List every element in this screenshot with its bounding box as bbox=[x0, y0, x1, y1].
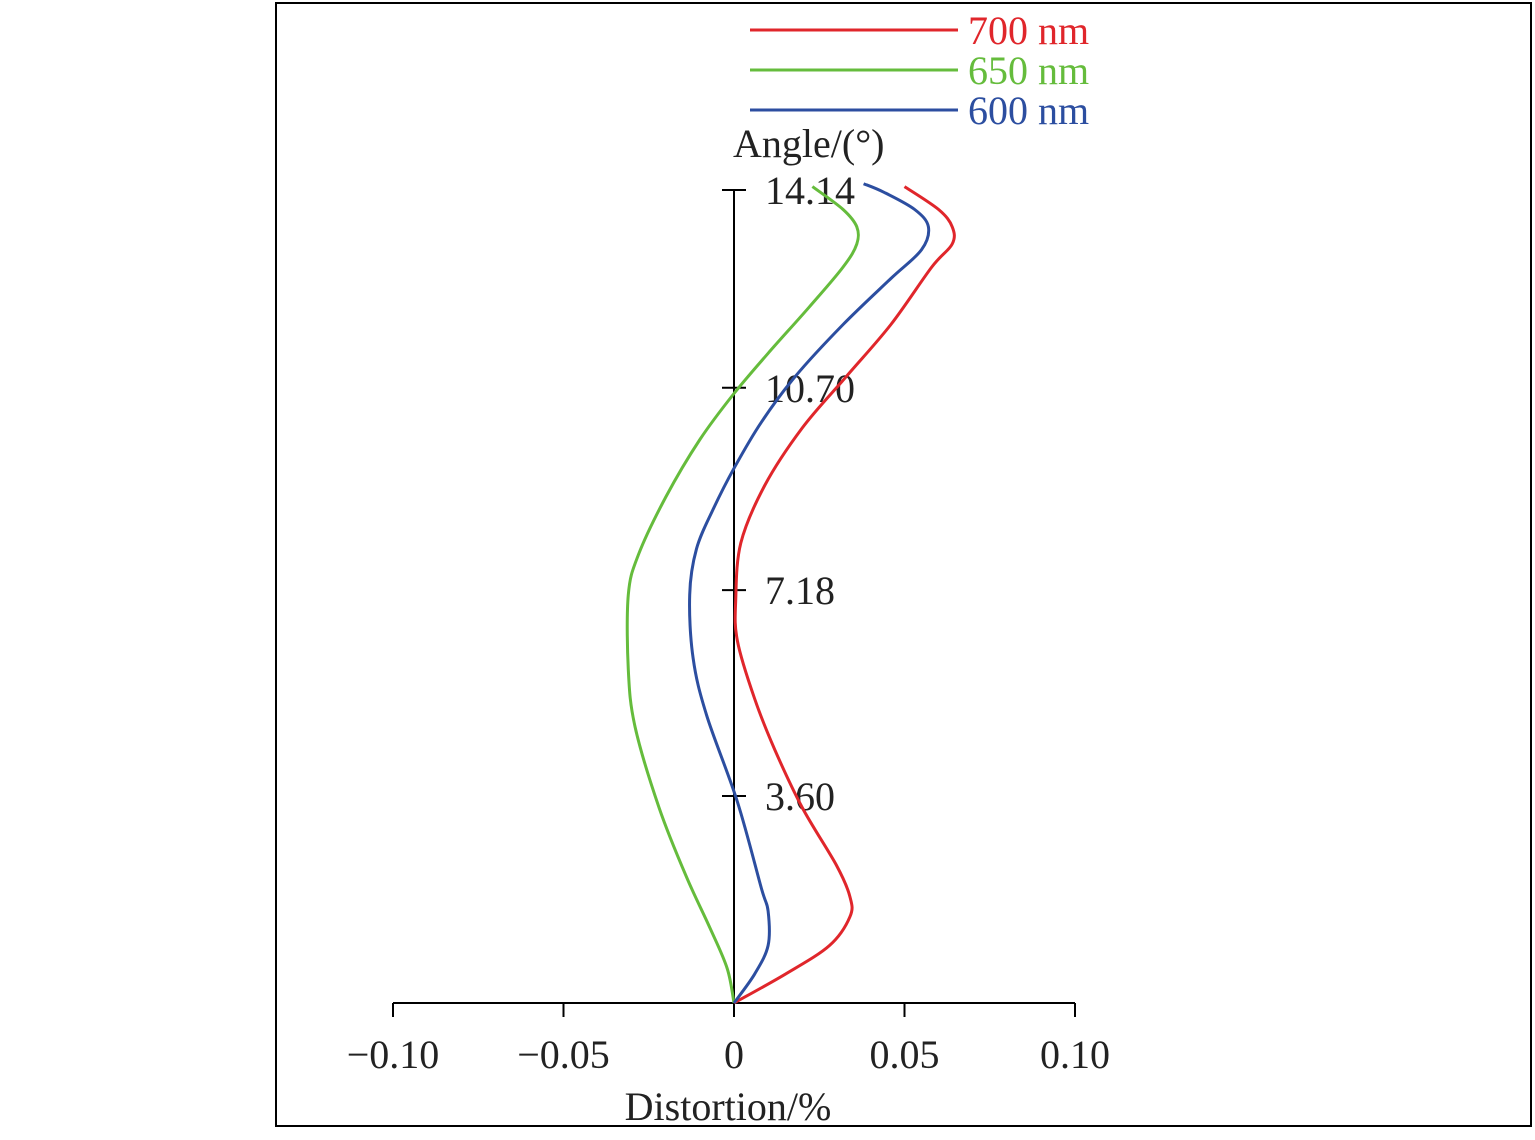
legend-label: 600 nm bbox=[968, 88, 1089, 133]
x-tick-label: −0.10 bbox=[347, 1032, 440, 1077]
x-ticks: −0.10 −0.05 0 0.05 0.10 bbox=[347, 1003, 1110, 1077]
x-tick-label: 0.10 bbox=[1040, 1032, 1110, 1077]
x-tick-label: 0 bbox=[724, 1032, 744, 1077]
series-line-650-nm bbox=[625, 185, 860, 1004]
x-tick-label: −0.05 bbox=[517, 1032, 610, 1077]
series-line-600-nm bbox=[688, 182, 931, 1004]
x-tick-label: 0.05 bbox=[870, 1032, 940, 1077]
y-tick-label: 7.18 bbox=[765, 568, 835, 613]
chart-frame bbox=[275, 2, 1532, 1127]
y-tick-label: 3.60 bbox=[765, 774, 835, 819]
series-layer bbox=[625, 182, 956, 1005]
legend-label: 700 nm bbox=[968, 8, 1089, 53]
y-tick-label: 10.70 bbox=[765, 366, 855, 411]
x-axis-title: Distortion/% bbox=[625, 1084, 832, 1129]
y-axis-title: Angle/(°) bbox=[733, 121, 885, 166]
legend-label: 650 nm bbox=[968, 48, 1089, 93]
series-line-700-nm bbox=[733, 185, 956, 1005]
